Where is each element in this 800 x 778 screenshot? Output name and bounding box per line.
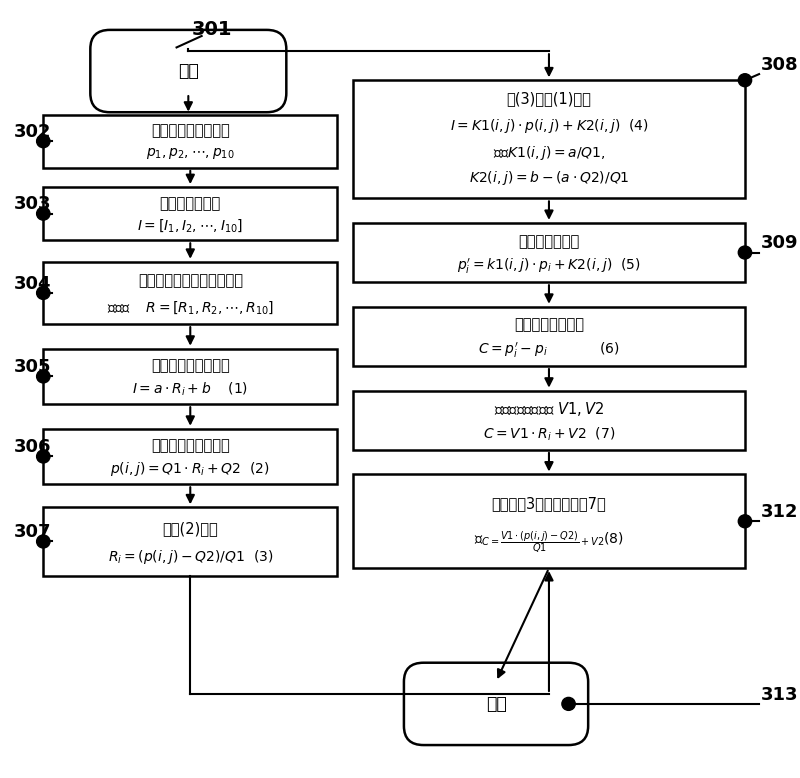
Text: 开始: 开始	[178, 62, 198, 80]
Text: $C=V1\cdot R_i+V2$  (7): $C=V1\cdot R_i+V2$ (7)	[483, 426, 615, 443]
Text: 307: 307	[14, 524, 52, 541]
Text: $K2(i,j)=b-(a\cdot Q2)/Q1$: $K2(i,j)=b-(a\cdot Q2)/Q1$	[469, 170, 630, 187]
Circle shape	[738, 74, 752, 86]
Text: $p(i,j)=Q1\cdot R_i+Q2$  (2): $p(i,j)=Q1\cdot R_i+Q2$ (2)	[110, 461, 270, 478]
FancyBboxPatch shape	[353, 475, 745, 568]
Text: $p_1, p_2,\cdots,p_{10}$: $p_1, p_2,\cdots,p_{10}$	[146, 146, 234, 161]
Text: $I=a\cdot R_i+b$    (1): $I=a\cdot R_i+b$ (1)	[132, 380, 248, 398]
Text: $R_i=(p(i,j)-Q2)/Q1$  (3): $R_i=(p(i,j)-Q2)/Q1$ (3)	[107, 548, 273, 566]
Text: 变换(2)求得: 变换(2)求得	[162, 521, 218, 536]
Text: 305: 305	[14, 359, 52, 377]
Text: 302: 302	[14, 123, 52, 141]
Text: 结束: 结束	[486, 695, 506, 713]
FancyBboxPatch shape	[353, 391, 745, 450]
Text: 输入各图像对应的已知光源: 输入各图像对应的已知光源	[138, 274, 242, 289]
Text: $p_i'=k1(i,j)\cdot p_i+K2(i,j)$  (5): $p_i'=k1(i,j)\cdot p_i+K2(i,j)$ (5)	[457, 257, 641, 276]
Text: 其中$K1(i,j)=a/Q1$,: 其中$K1(i,j)=a/Q1$,	[493, 145, 606, 163]
Circle shape	[738, 246, 752, 259]
Text: 306: 306	[14, 438, 52, 457]
Text: $C=p_i'-p_i$            (6): $C=p_i'-p_i$ (6)	[478, 341, 620, 359]
Text: 308: 308	[761, 56, 798, 74]
FancyBboxPatch shape	[353, 80, 745, 198]
FancyBboxPatch shape	[43, 114, 338, 168]
Text: 313: 313	[761, 685, 798, 704]
FancyBboxPatch shape	[43, 507, 338, 576]
Circle shape	[37, 450, 50, 463]
Text: 求得相应校准矩阵: 求得相应校准矩阵	[514, 317, 584, 332]
Text: 304: 304	[14, 275, 52, 293]
FancyBboxPatch shape	[353, 307, 745, 366]
FancyBboxPatch shape	[43, 187, 338, 240]
FancyBboxPatch shape	[90, 30, 286, 112]
Text: 将公式（3）代入公式（7）: 将公式（3）代入公式（7）	[491, 496, 606, 511]
FancyBboxPatch shape	[404, 663, 588, 745]
FancyBboxPatch shape	[43, 261, 338, 324]
Circle shape	[37, 207, 50, 220]
Text: 求得校准后图像: 求得校准后图像	[518, 233, 579, 249]
Text: 将(3)代入(1)可得: 将(3)代入(1)可得	[506, 92, 591, 107]
Text: 对整幅图像拟合公式: 对整幅图像拟合公式	[151, 359, 230, 373]
Text: 辐照度    $R=[R_1,R_2,\cdots,R_{10}]$: 辐照度 $R=[R_1,R_2,\cdots,R_{10}]$	[106, 299, 274, 316]
Text: 303: 303	[14, 195, 52, 213]
Text: 求得各图像均值: 求得各图像均值	[160, 196, 221, 211]
Text: 读取预处理后的图像: 读取预处理后的图像	[151, 124, 230, 138]
Text: 求得校准系数矩阵 $V1,V2$: 求得校准系数矩阵 $V1,V2$	[494, 400, 604, 418]
Text: 得$_{C=\dfrac{V1\cdot(p(i,j)-Q2)}{Q1}+V2}$(8): 得$_{C=\dfrac{V1\cdot(p(i,j)-Q2)}{Q1}+V2}…	[474, 531, 624, 555]
Circle shape	[37, 370, 50, 383]
Circle shape	[562, 697, 575, 710]
Text: 309: 309	[761, 234, 798, 252]
FancyBboxPatch shape	[353, 223, 745, 282]
Text: 301: 301	[191, 19, 232, 39]
Text: 312: 312	[761, 503, 798, 521]
FancyBboxPatch shape	[43, 349, 338, 405]
Circle shape	[37, 535, 50, 548]
Circle shape	[37, 286, 50, 300]
Text: $I=K1(i,j)\cdot p(i,j)+K2(i,j)$  (4): $I=K1(i,j)\cdot p(i,j)+K2(i,j)$ (4)	[450, 117, 648, 135]
Circle shape	[738, 515, 752, 527]
Text: $I=[I_1,I_2,\cdots,I_{10}]$: $I=[I_1,I_2,\cdots,I_{10}]$	[137, 218, 243, 234]
FancyBboxPatch shape	[43, 429, 338, 484]
Circle shape	[37, 135, 50, 148]
Text: 对单个像素拟合公式: 对单个像素拟合公式	[151, 438, 230, 454]
